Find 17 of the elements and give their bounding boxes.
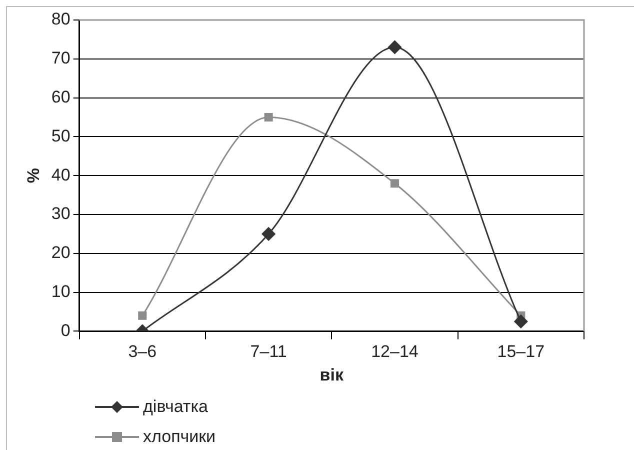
y-tick-label: 30 [51,204,70,224]
y-tick-label: 20 [51,243,70,262]
x-tick-label: 7–11 [250,342,287,362]
y-tick-label: 10 [51,282,70,301]
x-tick-label: 15–17 [497,342,545,362]
x-tick-label: 3–6 [128,342,157,362]
y-tick-label: 0 [60,320,70,340]
y-tick-label: 60 [51,87,70,106]
x-axis-title: вік [320,365,344,384]
y-tick-label: 70 [51,48,70,68]
y-tick-label: 40 [51,165,70,184]
y-tick-label: 80 [51,10,70,29]
y-axis-title: % [24,168,43,184]
legend-label: хлопчики [143,427,216,447]
legend-label: дівчатка [143,397,208,417]
y-tick-label: 50 [51,126,70,146]
x-tick-label: 12–14 [371,342,418,362]
